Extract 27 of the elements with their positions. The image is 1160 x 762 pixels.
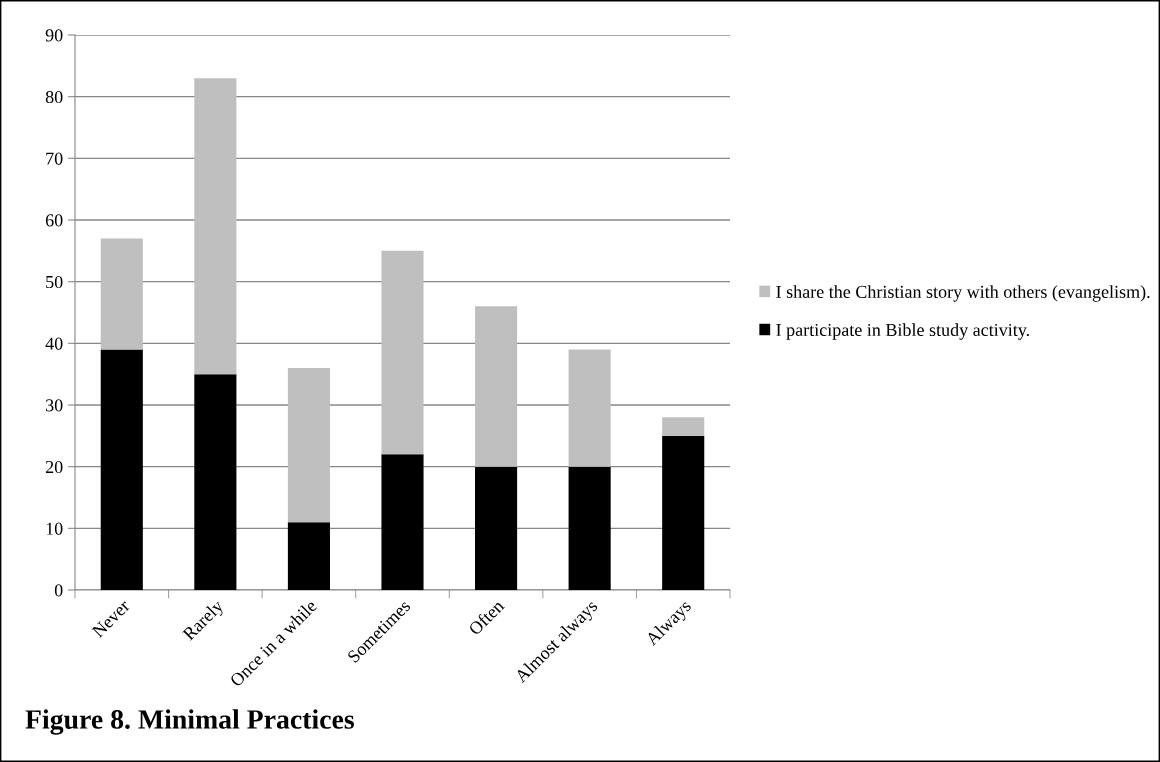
bar (662, 435, 705, 590)
bar (381, 250, 424, 455)
y-tick-label: 40 (45, 337, 63, 350)
y-tick-label: 80 (45, 90, 63, 104)
bar (194, 374, 237, 590)
bar (381, 454, 424, 590)
bar (100, 349, 143, 590)
bar (194, 78, 237, 375)
text: Figure 8. Minimal Practices (25, 709, 354, 735)
bar (568, 349, 611, 467)
y-tick-label: 30 (46, 399, 63, 412)
bar (100, 238, 143, 350)
y-tick-label: 10 (46, 522, 63, 535)
bar (475, 466, 518, 590)
y-tick-label: 50 (46, 275, 63, 289)
y-tick-label: 0 (54, 584, 63, 597)
y-tick-label: 20 (45, 460, 63, 474)
y-tick-label: 60 (45, 214, 63, 227)
bar (475, 306, 518, 467)
bar (287, 522, 330, 590)
bar (568, 466, 611, 590)
bar (662, 417, 705, 436)
y-tick-label: 90 (45, 29, 63, 42)
y-tick-label: 70 (46, 152, 63, 165)
legend-label: I participate in Bible study activity. (776, 323, 1029, 340)
bar (287, 368, 330, 523)
legend-label: I share the Christian story with others (evangelism). (776, 285, 1150, 302)
